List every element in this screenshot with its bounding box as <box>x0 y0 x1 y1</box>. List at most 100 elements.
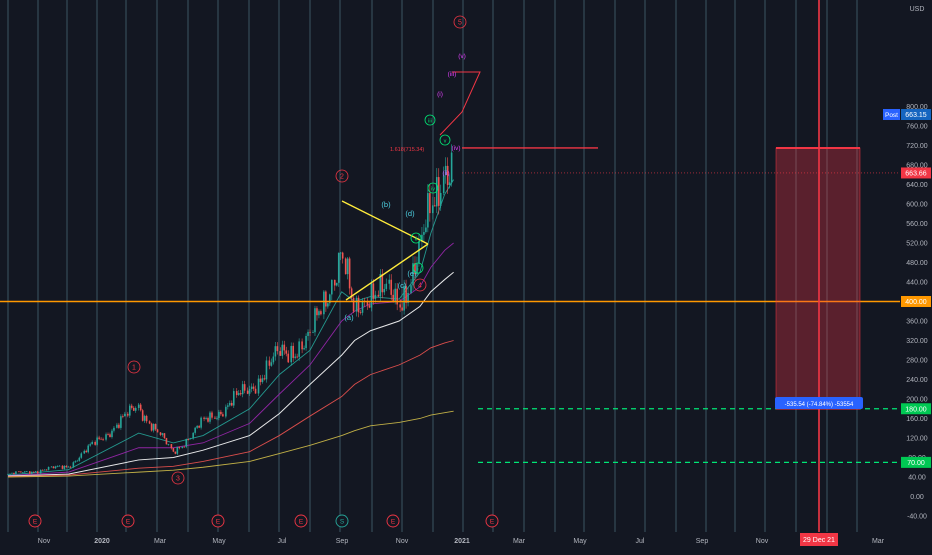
candle-body <box>216 417 218 419</box>
candle-body <box>176 446 179 454</box>
abcde-wave-label: (a) <box>344 313 354 322</box>
candle-body <box>150 423 153 431</box>
candle-body <box>222 414 224 417</box>
abcde-wave-label: (e) <box>407 269 417 278</box>
candle-body <box>323 291 325 315</box>
projection-box <box>775 147 861 409</box>
candle-body <box>355 297 358 312</box>
candle-body <box>109 434 111 438</box>
candle-body <box>32 471 35 473</box>
candle-body <box>243 384 246 391</box>
candle-body <box>335 282 338 286</box>
candle-body <box>352 297 355 312</box>
primary-wave-label: 4 <box>418 283 422 290</box>
price-axis[interactable]: USD 800.00 760.00 720.00 680.00 640.00 600.00… <box>900 0 932 532</box>
candle-body <box>111 430 113 438</box>
moving-average-layer <box>7 179 454 478</box>
wave-label-circle <box>171 471 185 485</box>
candle-body <box>230 402 233 406</box>
candle-body <box>139 404 142 411</box>
y-tick-label: 680.00 <box>906 163 928 170</box>
last-price-tag: 663.66 <box>905 170 927 177</box>
moving-average-line <box>7 242 454 476</box>
minor-wave-label: (ii) <box>442 170 449 177</box>
event-marker-circle <box>335 514 349 528</box>
candle-body <box>305 335 307 349</box>
candle-body <box>47 466 50 470</box>
x-tick-label: Nov <box>756 538 769 545</box>
y-tick-label: 520.00 <box>906 241 928 248</box>
candle-body <box>448 182 451 186</box>
minor-wave-label: (v) <box>458 53 466 60</box>
candle-body <box>296 356 298 358</box>
candle-body <box>78 457 81 461</box>
candle-body <box>129 405 131 416</box>
event-marker-label: S <box>340 519 345 526</box>
last-price-tag-bg <box>901 167 931 179</box>
candle-body <box>361 300 364 313</box>
candle-body <box>268 360 271 366</box>
candle-body <box>148 421 151 424</box>
x-tick-label: Nov <box>396 538 409 545</box>
candle-body <box>405 285 407 303</box>
green-wave-label: iii <box>428 118 432 124</box>
event-marker-circle <box>211 514 225 528</box>
candle-body <box>96 437 98 445</box>
candle-body <box>98 437 100 439</box>
candle-body <box>205 417 207 419</box>
time-axis[interactable]: Nov 2020 Mar May Jul Sep Nov 2021 Mar May Jul Sep No… <box>0 532 932 550</box>
candle-body <box>15 471 17 475</box>
x-tick-label: May <box>573 538 587 545</box>
y-tick-label: 560.00 <box>906 221 928 228</box>
y-tick-label: 0.00 <box>910 494 924 501</box>
event-marker-label: E <box>299 519 304 526</box>
candle-body <box>178 446 181 449</box>
x-tick-label: 2021 <box>454 538 470 545</box>
candle-body <box>333 279 336 286</box>
abcde-wave-label: (b) <box>381 200 391 209</box>
event-marker-label: E <box>33 519 38 526</box>
candle-body <box>9 473 11 475</box>
candle-body <box>198 425 200 428</box>
candle-body <box>107 434 109 436</box>
candle-body <box>100 438 102 440</box>
drawings-layer[interactable]: 1.618(715.34) -535.54 (-74.84%) -53554 <box>0 0 900 532</box>
candle-body <box>344 258 347 275</box>
candle-body <box>410 285 412 293</box>
candle-body <box>225 406 227 417</box>
y-tick-label: 160.00 <box>906 416 928 423</box>
level-400-tag: 400.00 <box>905 299 927 306</box>
candle-body <box>122 416 124 418</box>
minor-wave-label: (iii) <box>448 71 457 78</box>
level-180-tag-bg <box>901 403 931 415</box>
candle-body <box>370 283 373 308</box>
candle-body <box>416 263 418 275</box>
candle-body <box>250 386 253 390</box>
candle-body <box>276 346 279 352</box>
price-axis-background <box>900 0 932 532</box>
candle-body <box>427 193 429 228</box>
candle-body <box>63 465 66 469</box>
candle-body <box>141 410 144 421</box>
minor-wave-label: (iv) <box>451 145 460 152</box>
x-tick-label: Mar <box>872 538 885 545</box>
moving-average-line <box>7 340 454 477</box>
post-tag-bg <box>883 109 900 120</box>
y-tick-label: -40.00 <box>907 514 927 521</box>
candle-body <box>348 258 351 289</box>
candle-body <box>207 417 209 422</box>
candle-body <box>34 471 37 473</box>
candle-body <box>320 311 322 315</box>
candle-body <box>192 432 194 439</box>
axis-tags-layer: 663.66 400.00 180.00 70.00 Post 663.15 29 Dec … <box>800 109 931 546</box>
candle-body <box>163 433 166 439</box>
green-wave-circle <box>424 114 436 126</box>
event-marker-label: E <box>391 519 396 526</box>
candle-body <box>274 346 277 357</box>
candle-body <box>301 341 303 350</box>
candle-body <box>187 438 190 440</box>
candle-body <box>298 341 300 357</box>
candle-body <box>403 285 405 311</box>
